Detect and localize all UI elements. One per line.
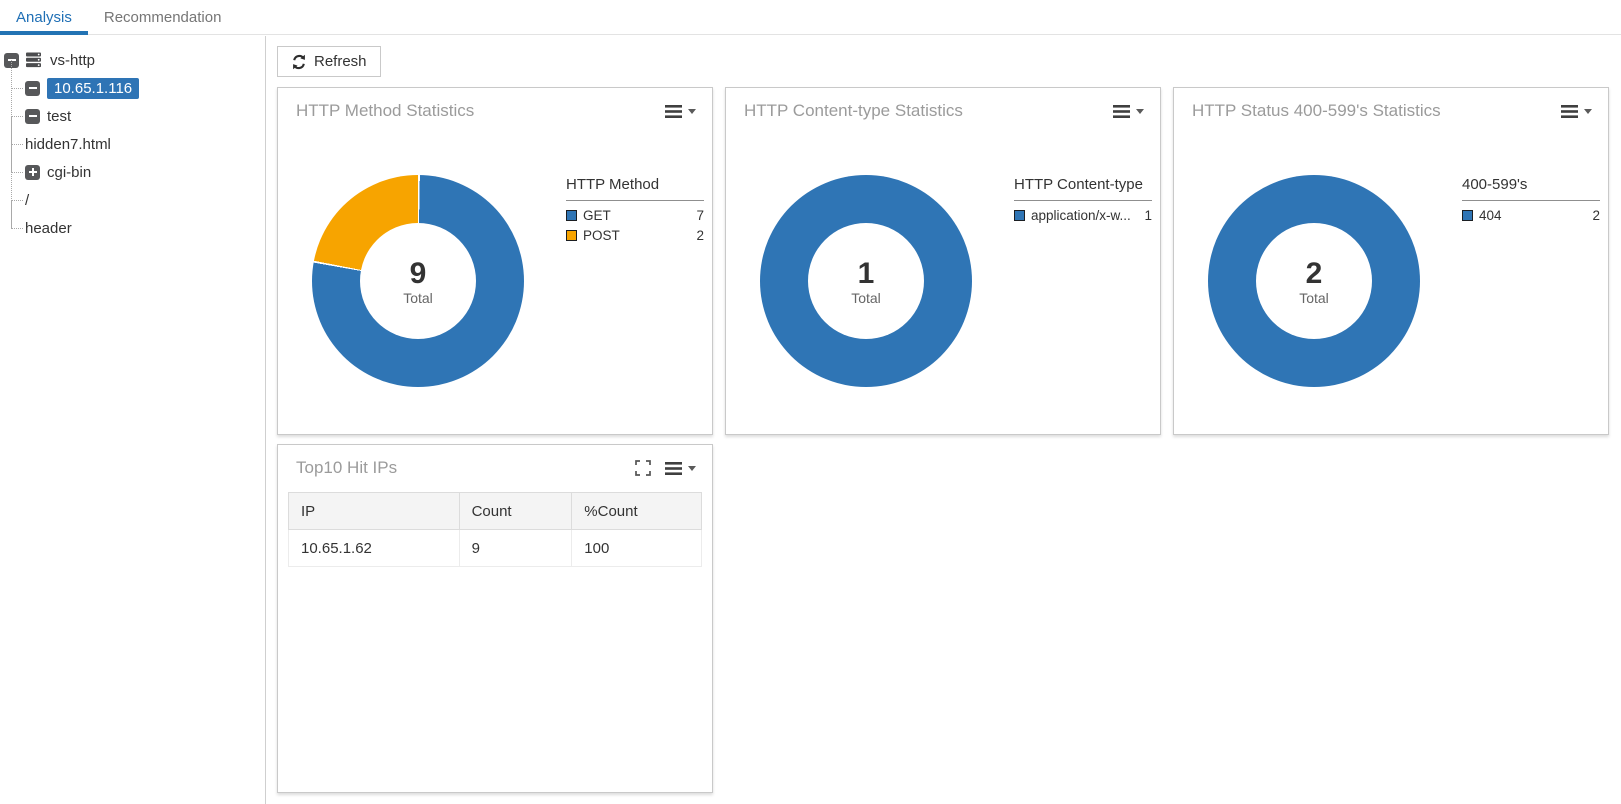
tree-node-hidden7-html[interactable]: hidden7.html — [11, 116, 261, 172]
legend-item: POST 2 — [566, 228, 704, 243]
analysis-main-panel: Refresh HTTP Method Statistics — [267, 36, 1621, 804]
legend-swatch — [1462, 210, 1473, 221]
legend-title: 400-599's — [1462, 176, 1600, 201]
collapse-icon[interactable] — [25, 80, 40, 96]
card-menu-button[interactable] — [665, 104, 696, 118]
server-icon — [26, 52, 41, 68]
column-header-count: Count — [458, 492, 573, 530]
card-title: HTTP Content-type Statistics — [744, 101, 963, 120]
legend-items: application/x-w... 1 — [1014, 208, 1152, 223]
http-content-type-donut-chart[interactable]: 1 Total — [760, 175, 972, 387]
chevron-down-icon — [1136, 108, 1144, 114]
legend-value: 1 — [1144, 208, 1152, 223]
legend-swatch — [1014, 210, 1025, 221]
site-tree-panel: vs-http 10.65.1.116 test hidden7.html cg… — [0, 36, 266, 804]
legend-title: HTTP Content-type — [1014, 176, 1152, 201]
legend: HTTP Content-type application/x-w... 1 — [1014, 176, 1152, 228]
tree-node-label: test — [47, 107, 72, 125]
tab-recommendation[interactable]: Recommendation — [88, 0, 238, 34]
tree-node-label: header — [25, 219, 72, 237]
donut-center: 2 Total — [1256, 223, 1372, 339]
legend-value: 2 — [1592, 208, 1600, 223]
column-header-ip: IP — [288, 492, 460, 530]
donut-total-value: 1 — [857, 256, 875, 290]
hamburger-menu-icon — [1113, 104, 1130, 118]
hamburger-menu-icon — [1561, 104, 1578, 118]
tree-node-label: hidden7.html — [25, 135, 111, 153]
donut-total-value: 2 — [1305, 256, 1323, 290]
hamburger-menu-icon — [665, 104, 682, 118]
donut-center: 9 Total — [360, 223, 476, 339]
legend-items: 404 2 — [1462, 208, 1600, 223]
table-cell: 9 — [458, 529, 573, 567]
top10-hit-ips-card: Top10 Hit IPs IP Count — [277, 444, 713, 793]
legend-items: GET 7 POST 2 — [566, 208, 704, 243]
tree-node-test[interactable]: test — [11, 88, 261, 144]
expand-icon[interactable] — [25, 164, 40, 180]
hamburger-menu-icon — [665, 461, 682, 475]
donut-total-value: 9 — [409, 256, 427, 290]
table-cell: 10.65.1.62 — [288, 529, 460, 567]
card-title: HTTP Status 400-599's Statistics — [1192, 101, 1441, 120]
legend-item: 404 2 — [1462, 208, 1600, 223]
legend-label: application/x-w... — [1031, 208, 1131, 223]
http-method-donut-chart[interactable]: 9 Total — [312, 175, 524, 387]
refresh-icon — [293, 54, 305, 69]
legend-label: GET — [583, 208, 611, 223]
donut-center: 1 Total — [808, 223, 924, 339]
donut-total-label: Total — [1299, 289, 1329, 306]
tab-analysis-label: Analysis — [16, 8, 72, 26]
card-title: HTTP Method Statistics — [296, 101, 475, 120]
legend-item: application/x-w... 1 — [1014, 208, 1152, 223]
hit-ips-table: IP Count %Count 10.65.1.62 9 100 — [288, 492, 702, 567]
http-status-statistics-card: HTTP Status 400-599's Statistics 2 Total — [1173, 87, 1609, 435]
tab-recommendation-label: Recommendation — [103, 8, 222, 26]
card-menu-button[interactable] — [665, 461, 696, 475]
table-cell: 100 — [571, 529, 702, 567]
donut-total-label: Total — [403, 289, 433, 306]
chevron-down-icon — [688, 108, 696, 114]
tab-analysis[interactable]: Analysis — [0, 0, 88, 35]
legend-title: HTTP Method — [566, 176, 704, 201]
tree-node-cgi-bin[interactable]: cgi-bin — [11, 144, 261, 186]
legend-value: 2 — [696, 228, 704, 243]
tree-node-10-65-1-116[interactable]: 10.65.1.116 — [11, 60, 261, 102]
legend: 400-599's 404 2 — [1462, 176, 1600, 228]
table-header-row: IP Count %Count — [288, 492, 702, 530]
chevron-down-icon — [1584, 108, 1592, 114]
legend-label: 404 — [1479, 208, 1502, 223]
legend-value: 7 — [696, 208, 704, 223]
tree-node-label: / — [25, 191, 30, 209]
expand-fullscreen-icon[interactable] — [635, 460, 651, 476]
http-content-type-statistics-card: HTTP Content-type Statistics 1 Total — [725, 87, 1161, 435]
legend-swatch — [566, 210, 577, 221]
chevron-down-icon — [688, 465, 696, 471]
http-status-donut-chart[interactable]: 2 Total — [1208, 175, 1420, 387]
card-menu-button[interactable] — [1561, 104, 1592, 118]
legend: HTTP Method GET 7 POST 2 — [566, 176, 704, 248]
http-method-statistics-card: HTTP Method Statistics 9 Total — [277, 87, 713, 435]
table-row[interactable]: 10.65.1.62 9 100 — [288, 529, 702, 567]
tree-node-vs-http[interactable]: vs-http — [4, 46, 261, 74]
card-title: Top10 Hit IPs — [296, 458, 398, 477]
legend-item: GET 7 — [566, 208, 704, 223]
tree-node-label: cgi-bin — [47, 163, 92, 181]
tree-node-label: vs-http — [50, 51, 96, 69]
tree-node-root-slash[interactable]: / — [11, 172, 261, 228]
legend-swatch — [566, 230, 577, 241]
refresh-button[interactable]: Refresh — [277, 46, 381, 77]
card-menu-button[interactable] — [1113, 104, 1144, 118]
tree-node-label-selected: 10.65.1.116 — [47, 77, 140, 99]
tab-bar: Analysis Recommendation — [0, 0, 1621, 35]
collapse-icon[interactable] — [25, 108, 40, 124]
tree-node-header[interactable]: header — [11, 200, 261, 242]
donut-total-label: Total — [851, 289, 881, 306]
legend-label: POST — [583, 228, 620, 243]
refresh-button-label: Refresh — [314, 53, 367, 70]
column-header-pcount: %Count — [571, 492, 702, 530]
